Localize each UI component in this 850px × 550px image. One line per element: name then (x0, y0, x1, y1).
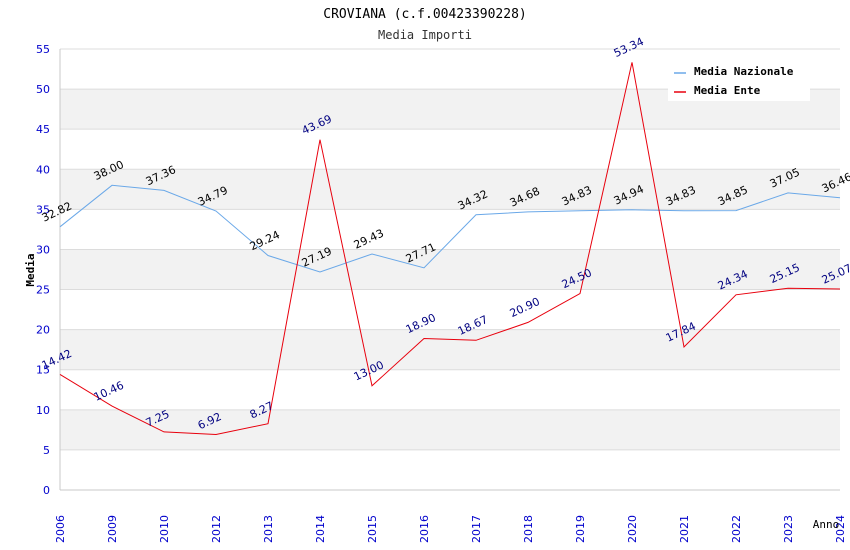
grid-band (60, 409, 840, 450)
x-tick-label: 2012 (210, 515, 223, 543)
grid-bands (60, 48, 840, 491)
axes (59, 49, 840, 491)
x-tick-label: 2022 (730, 515, 743, 543)
x-tick-label: 2014 (314, 515, 327, 543)
x-tick-label: 2020 (626, 515, 639, 543)
grid-band (60, 129, 840, 170)
x-tick-label: 2017 (470, 515, 483, 543)
grid-band (60, 449, 840, 490)
series-line (59, 62, 841, 436)
x-tick-label: 2006 (54, 515, 67, 543)
series-line (59, 184, 841, 273)
x-tick-label: 2018 (522, 515, 535, 543)
x-axis-label: Anno (813, 518, 840, 531)
chart-title: CROVIANA (c.f.00423390228) (323, 7, 527, 22)
y-tick-label: 25 (36, 284, 50, 297)
y-tick-label: 45 (36, 123, 50, 136)
y-tick-label: 10 (36, 404, 50, 417)
y-tick-label: 15 (36, 364, 50, 377)
legend: Media Nazionale Media Ente (668, 60, 810, 101)
legend-label-ente: Media Ente (694, 84, 761, 97)
grid-band (60, 249, 840, 290)
x-tick-label: 2009 (106, 515, 119, 543)
x-tick-label: 2019 (574, 515, 587, 543)
grid-band (60, 209, 840, 250)
x-tick-label: 2015 (366, 515, 379, 543)
y-axis-label: Media (24, 253, 37, 286)
grid-band (60, 289, 840, 330)
x-tick-label: 2023 (782, 515, 795, 543)
y-tick-label: 30 (36, 243, 50, 256)
y-tick-label: 5 (43, 444, 50, 457)
x-tick-labels: 2006 2009 2010 2012 2013 2014 2015 2016 2017 2018… (54, 515, 847, 543)
x-tick-label: 2024 (834, 515, 847, 543)
grid-band (60, 169, 840, 210)
y-tick-label: 40 (36, 163, 50, 176)
x-tick-label: 2021 (678, 515, 691, 543)
y-tick-label: 0 (43, 484, 50, 497)
x-tick-label: 2010 (158, 515, 171, 543)
y-tick-label: 50 (36, 83, 50, 96)
legend-box (668, 60, 810, 101)
x-tick-label: 2013 (262, 515, 275, 543)
x-tick-label: 2016 (418, 515, 431, 543)
grid-band (60, 329, 840, 370)
y-tick-label: 55 (36, 43, 50, 56)
chart-subtitle: Media Importi (378, 28, 472, 42)
legend-label-nazionale: Media Nazionale (694, 65, 794, 78)
y-tick-label: 35 (36, 203, 50, 216)
grid-band (60, 369, 840, 410)
y-tick-label: 20 (36, 324, 50, 337)
y-tick-labels: 0 5 10 15 20 25 30 35 40 45 50 55 (36, 43, 50, 497)
